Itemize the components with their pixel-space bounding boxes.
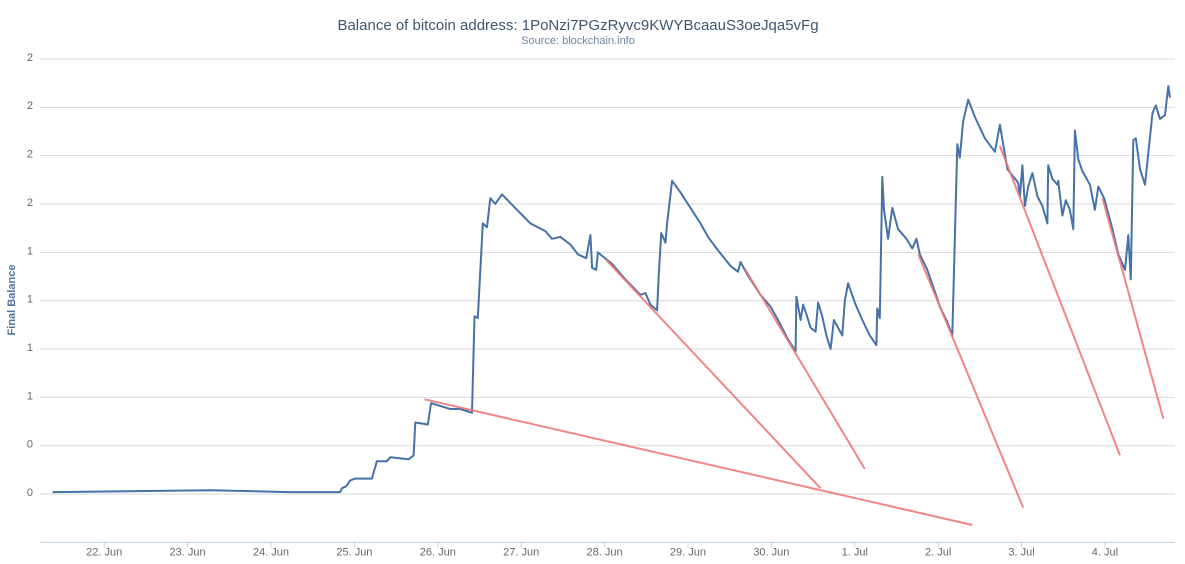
trend-line [917, 253, 1025, 508]
x-tick-label: 30. Jun [753, 546, 789, 558]
x-tick-label: 23. Jun [170, 546, 206, 558]
y-axis-label: Final Balance [6, 265, 18, 336]
y-tick-label: 2 [27, 52, 33, 64]
chart-subtitle: Source: blockchain.info [521, 35, 635, 47]
y-tick-label: 1 [27, 342, 33, 354]
balance-line [52, 85, 1171, 494]
y-tick-label: 0 [27, 487, 33, 499]
trend-line [605, 259, 822, 489]
x-tick-label: 2. Jul [925, 546, 951, 558]
trend-line [744, 269, 866, 470]
x-tick-label: 29. Jun [670, 546, 706, 558]
x-tick-label: 22. Jun [86, 546, 122, 558]
x-tick-label: 28. Jun [587, 546, 623, 558]
trend-line [424, 398, 973, 526]
y-tick-label: 1 [27, 390, 33, 402]
plot [52, 85, 1171, 526]
trend-line [1101, 197, 1165, 419]
x-tick-label: 3. Jul [1008, 546, 1034, 558]
x-tick-label: 27. Jun [503, 546, 539, 558]
y-tick-label: 0 [27, 439, 33, 451]
x-tick-label: 24. Jun [253, 546, 289, 558]
y-tick-label: 2 [27, 100, 33, 112]
y-tick-label: 2 [27, 197, 33, 209]
grid: 0 0 1 1 1 1 2 2 2 2 22. Jun 23. Jun 24. Jun 25. Jun 26… [27, 52, 1175, 558]
trend-line [998, 145, 1121, 456]
y-tick-label: 1 [27, 245, 33, 257]
x-tick-label: 26. Jun [420, 546, 456, 558]
x-tick-label: 25. Jun [336, 546, 372, 558]
x-tick-label: 4. Jul [1092, 546, 1118, 558]
y-tick-label: 2 [27, 149, 33, 161]
chart-title: Balance of bitcoin address: 1PoNzi7PGzRy… [337, 17, 818, 34]
x-tick-label: 1. Jul [842, 546, 868, 558]
y-tick-label: 1 [27, 294, 33, 306]
